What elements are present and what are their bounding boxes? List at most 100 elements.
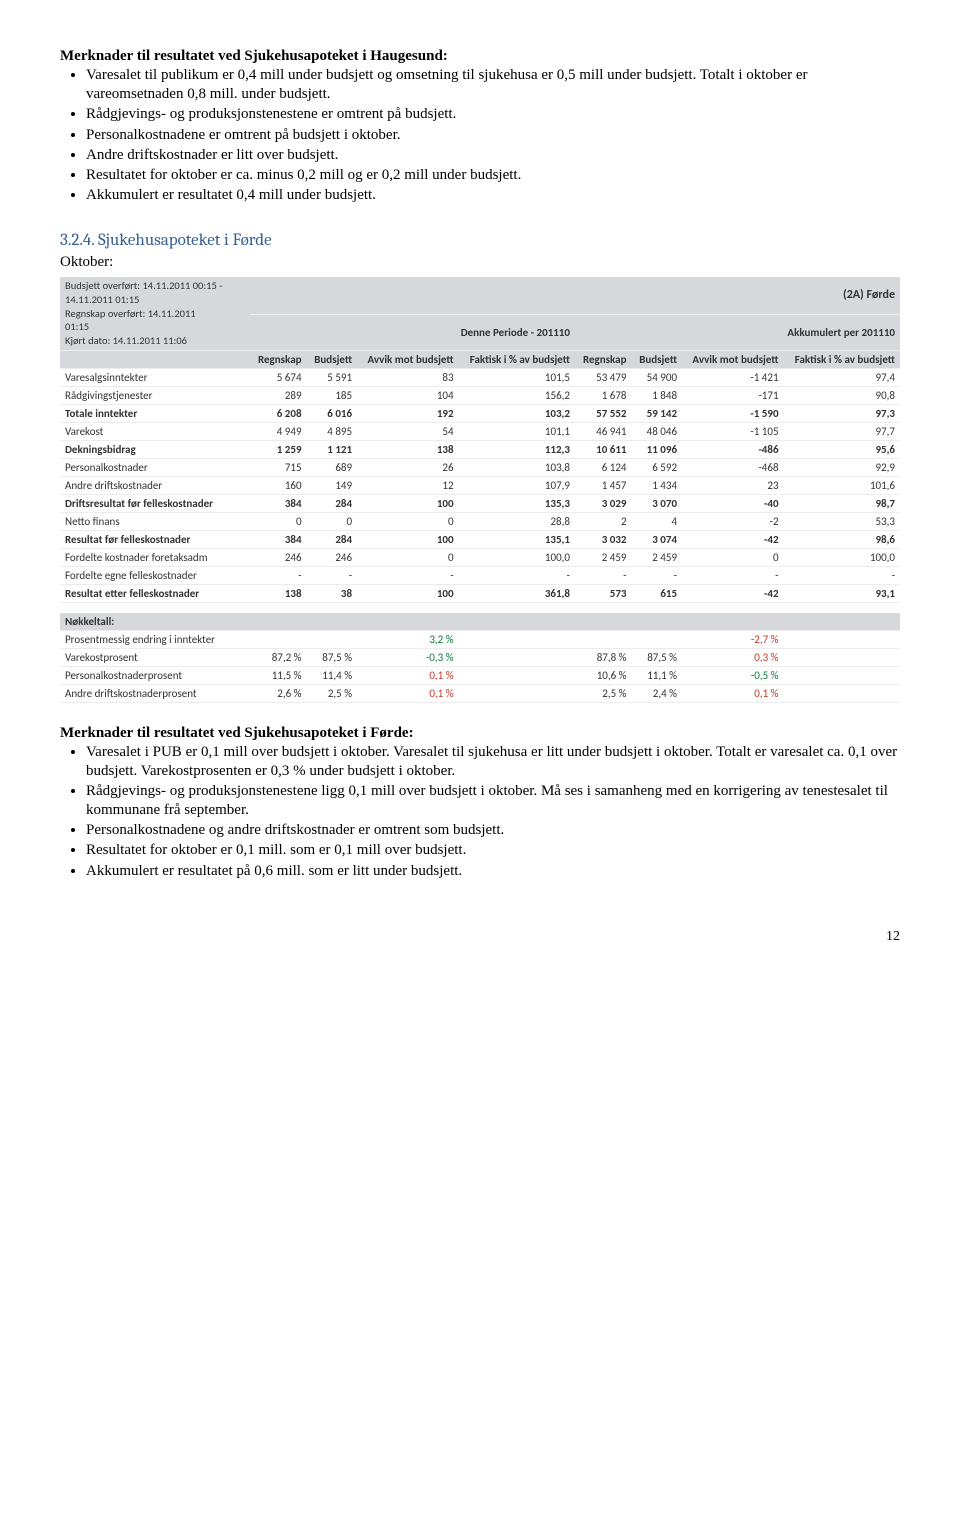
table-row: Varekost4 9494 89554101,146 94148 046-1 … (60, 422, 900, 440)
cell: 57 552 (575, 404, 632, 422)
haugesund-heading: Merknader til resultatet ved Sjukehusapo… (60, 48, 900, 65)
cell: 11,4 % (307, 666, 358, 684)
cell: 38 (307, 584, 358, 602)
cell: 192 (357, 404, 458, 422)
meta-line: Budsjett overført: 14.11.2011 00:15 - (65, 279, 222, 292)
row-label: Driftsresultat før felleskostnader (60, 494, 250, 512)
list-item: Varesalet i PUB er 0,1 mill over budsjet… (86, 743, 900, 781)
list-item: Akkumulert er resultatet på 0,6 mill. so… (86, 862, 900, 881)
cell (459, 684, 575, 702)
cell: -1 105 (682, 422, 783, 440)
meta-line: Regnskap overført: 14.11.2011 (65, 307, 196, 320)
list-item: Personalkostnadene og andre driftskostna… (86, 821, 900, 840)
cell: 2,5 % (575, 684, 632, 702)
cell: 2 459 (575, 548, 632, 566)
cell: 11,1 % (632, 666, 683, 684)
col-blank (60, 350, 250, 368)
cell: 53 479 (575, 368, 632, 386)
col-avvik: Avvik mot budsjett (357, 350, 458, 368)
cell: - (784, 566, 900, 584)
page-number: 12 (60, 929, 900, 945)
cell: 97,4 (784, 368, 900, 386)
nokkel-heading: Nøkkeltall: (60, 613, 900, 631)
cell: - (357, 566, 458, 584)
cell: 26 (357, 458, 458, 476)
cell: 92,9 (784, 458, 900, 476)
oktober-label: Oktober: (60, 254, 900, 271)
cell: 0,1 % (357, 666, 458, 684)
cell: 100,0 (459, 548, 575, 566)
cell: 246 (307, 548, 358, 566)
cell: 54 900 (632, 368, 683, 386)
cell: 46 941 (575, 422, 632, 440)
cell: 0 (357, 512, 458, 530)
cell: 0,3 % (682, 648, 783, 666)
cell: 160 (250, 476, 307, 494)
cell (459, 648, 575, 666)
forde-table: Budsjett overført: 14.11.2011 00:15 - 14… (60, 277, 900, 702)
cell: 135,3 (459, 494, 575, 512)
table-row: Varekostprosent87,2 %87,5 %-0,3 %87,8 %8… (60, 648, 900, 666)
cell: 384 (250, 530, 307, 548)
row-label: Prosentmessig endring i inntekter (60, 630, 250, 648)
cell: 2,4 % (632, 684, 683, 702)
col-avvik: Avvik mot budsjett (682, 350, 783, 368)
list-item: Rådgjevings- og produksjonstenestene lig… (86, 782, 900, 820)
cell: -42 (682, 530, 783, 548)
table-row: Fordelte kostnader foretaksadm2462460100… (60, 548, 900, 566)
cell: 4 949 (250, 422, 307, 440)
cell: -1 421 (682, 368, 783, 386)
cell: 6 124 (575, 458, 632, 476)
cell: 573 (575, 584, 632, 602)
table-row: Personalkostnaderprosent11,5 %11,4 %0,1 … (60, 666, 900, 684)
cell: 11 096 (632, 440, 683, 458)
col-regnskap: Regnskap (250, 350, 307, 368)
row-label: Dekningsbidrag (60, 440, 250, 458)
cell: 138 (250, 584, 307, 602)
row-label: Resultat før felleskostnader (60, 530, 250, 548)
cell: -171 (682, 386, 783, 404)
row-label: Andre driftskostnader (60, 476, 250, 494)
list-item: Personalkostnadene er omtrent på budsjet… (86, 126, 900, 145)
cell: 156,2 (459, 386, 575, 404)
cell: 3 029 (575, 494, 632, 512)
cell: 289 (250, 386, 307, 404)
cell: 4 895 (307, 422, 358, 440)
cell: 2,6 % (250, 684, 307, 702)
forde-heading: Merknader til resultatet ved Sjukehusapo… (60, 725, 900, 742)
table-row: Netto finans00028,824-253,3 (60, 512, 900, 530)
cell: 101,6 (784, 476, 900, 494)
cell: -40 (682, 494, 783, 512)
cell: 10 611 (575, 440, 632, 458)
cell: 3 074 (632, 530, 683, 548)
row-label: Andre driftskostnaderprosent (60, 684, 250, 702)
cell: - (575, 566, 632, 584)
cell: 138 (357, 440, 458, 458)
cell: -486 (682, 440, 783, 458)
list-item: Resultatet for oktober er ca. minus 0,2 … (86, 166, 900, 185)
cell: 98,7 (784, 494, 900, 512)
table-row: Resultat etter felleskostnader1383810036… (60, 584, 900, 602)
table-row: Dekningsbidrag1 2591 121138112,310 61111… (60, 440, 900, 458)
cell (575, 630, 632, 648)
cell: - (459, 566, 575, 584)
row-label: Varekost (60, 422, 250, 440)
cell: 0,1 % (682, 684, 783, 702)
cell (459, 666, 575, 684)
cell: 1 121 (307, 440, 358, 458)
cell (250, 630, 307, 648)
cell: 87,5 % (632, 648, 683, 666)
cell: 100 (357, 494, 458, 512)
haugesund-bullets: Varesalet til publikum er 0,4 mill under… (60, 66, 900, 205)
cell: 615 (632, 584, 683, 602)
table-row: Resultat før felleskostnader384284100135… (60, 530, 900, 548)
cell: 112,3 (459, 440, 575, 458)
cell: 0,1 % (357, 684, 458, 702)
cell: 149 (307, 476, 358, 494)
cell: 97,7 (784, 422, 900, 440)
list-item: Rådgjevings- og produksjonstenestene er … (86, 105, 900, 124)
meta-line: Kjørt dato: 14.11.2011 11:06 (65, 334, 187, 347)
cell: 104 (357, 386, 458, 404)
cell: 103,2 (459, 404, 575, 422)
cell (632, 630, 683, 648)
